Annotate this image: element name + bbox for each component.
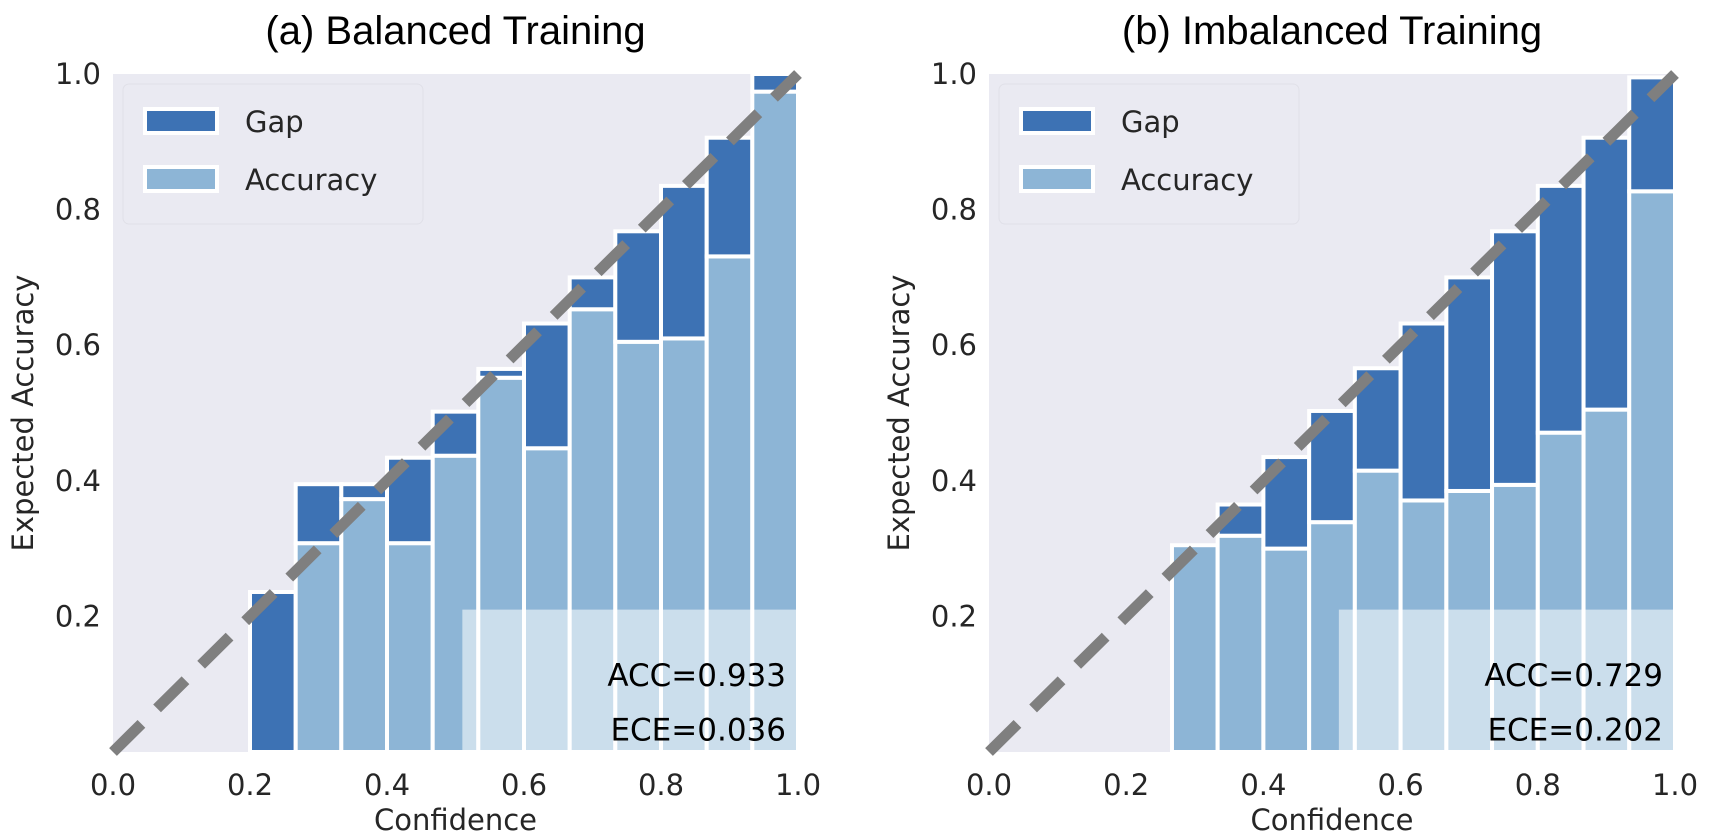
accuracy-bar [1261,546,1312,754]
legend-label-gap: Gap [1121,105,1180,139]
x-tick-label: 0.0 [90,768,136,802]
metrics-box [462,609,798,750]
legend-label-accuracy: Accuracy [245,163,377,197]
gap-bar [1490,229,1540,487]
y-tick-label: 0.4 [931,464,977,498]
panel-balanced: Gap Accuracy ACC=0.933 ECE=0.036 (a) Bal… [6,9,821,837]
legend-label-gap: Gap [245,105,304,139]
ece-annotation: ECE=0.202 [1487,712,1663,748]
y-tick-label: 0.2 [55,599,101,633]
accuracy-bar [1215,533,1266,755]
gap-bar [1535,183,1586,435]
gap-bar [1398,321,1449,503]
x-tick-label: 0.6 [501,768,547,802]
gap-bar [1444,275,1495,493]
x-tick-label: 0.0 [966,768,1012,802]
legend: Gap Accuracy [122,83,424,225]
x-tick-label: 0.2 [1103,768,1149,802]
accuracy-bar [293,541,344,755]
y-tick-label: 0.2 [931,599,977,633]
gap-bar [659,183,709,341]
x-tick-label: 0.6 [1378,768,1424,802]
y-tick-label: 1.0 [55,57,101,91]
x-axis-label: Confidence [374,803,537,837]
y-tick-label: 0.8 [931,193,977,227]
x-tick-label: 0.2 [227,768,273,802]
gap-bar [704,135,755,259]
legend: Gap Accuracy [998,83,1300,225]
gap-bar [1352,366,1403,473]
chart-title: (a) Balanced Training [265,9,645,53]
metrics-box [1338,609,1675,750]
legend-label-accuracy: Accuracy [1121,163,1253,197]
x-tick-label: 1.0 [775,768,821,802]
acc-annotation: ACC=0.933 [607,658,786,694]
x-tick-label: 0.4 [1240,768,1286,802]
gap-bar [1261,455,1312,551]
x-tick-label: 1.0 [1652,768,1698,802]
y-tick-label: 1.0 [931,57,977,91]
x-tick-label: 0.8 [1515,768,1561,802]
legend-swatch-accuracy [143,165,219,193]
gap-bar [248,589,298,754]
y-axis-label: Expected Accuracy [882,275,916,552]
chart-title: (b) Imbalanced Training [1122,9,1542,53]
acc-annotation: ACC=0.729 [1484,658,1663,694]
y-tick-label: 0.6 [55,328,101,362]
y-tick-label: 0.4 [55,464,101,498]
x-tick-label: 0.8 [638,768,684,802]
y-tick-label: 0.6 [931,328,977,362]
accuracy-bar [385,541,435,755]
x-axis-label: Confidence [1250,803,1413,837]
x-tick-label: 0.4 [364,768,410,802]
accuracy-bar [339,497,389,754]
gap-bar [1307,408,1357,525]
legend-swatch-accuracy [1019,165,1095,193]
accuracy-bar [1169,543,1220,755]
perfect-calibration-line [109,70,802,756]
legend-swatch-gap [143,107,219,135]
gap-bar [1581,135,1632,412]
ece-annotation: ECE=0.036 [610,712,786,748]
perfect-calibration-line [985,70,1679,756]
panel-imbalanced: Gap Accuracy ACC=0.729 ECE=0.202 (b) Imb… [882,9,1698,837]
y-axis-label: Expected Accuracy [6,275,40,552]
legend-swatch-gap [1019,107,1095,135]
y-tick-label: 0.8 [55,193,101,227]
